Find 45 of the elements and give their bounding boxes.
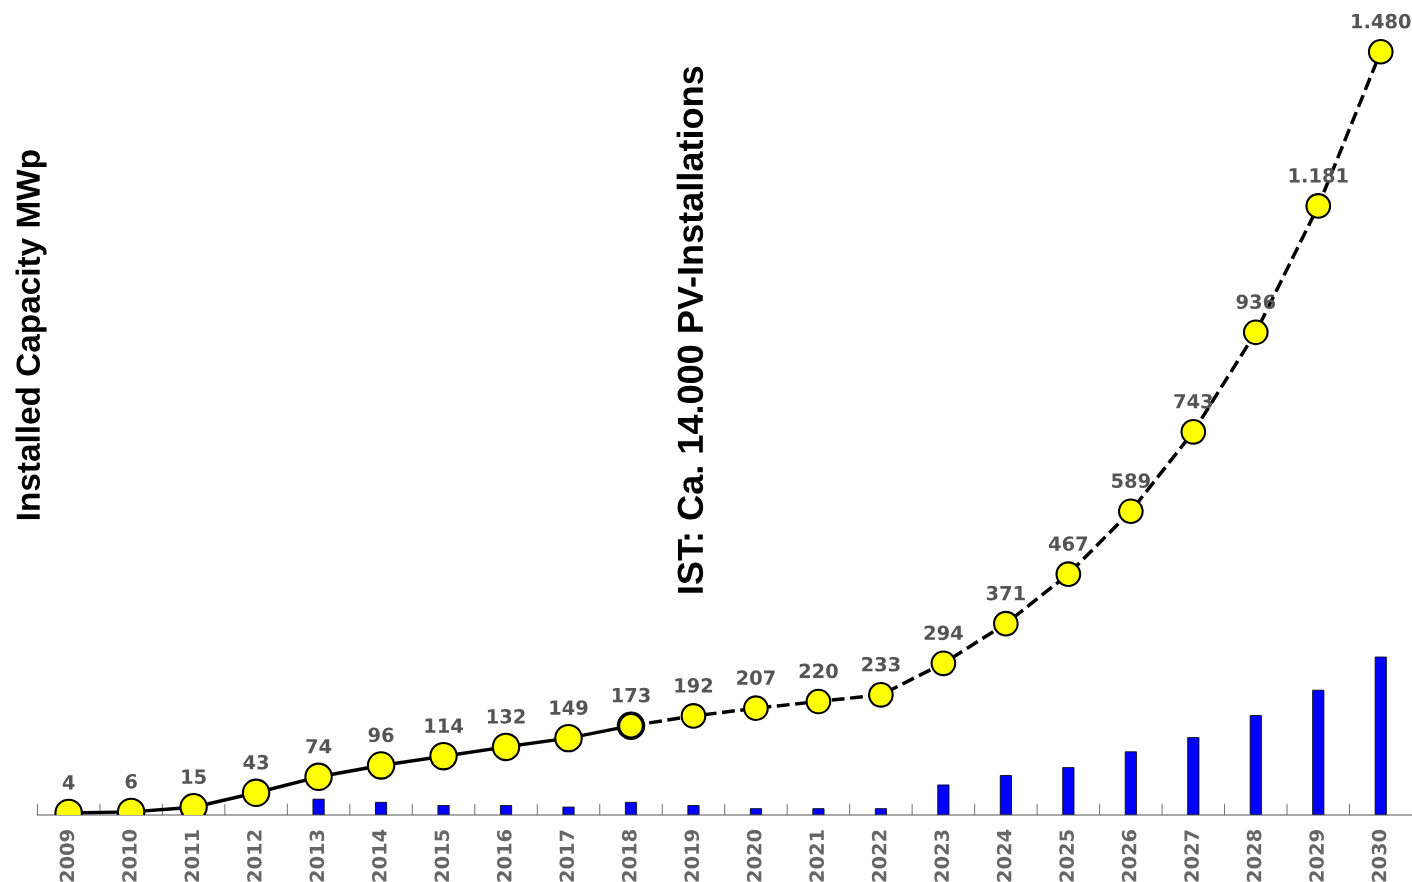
- data-label: 173: [612, 687, 650, 703]
- data-label: 207: [737, 670, 775, 686]
- data-label: 96: [368, 727, 394, 743]
- x-tick-label: 2029: [1309, 830, 1324, 882]
- data-label: 4: [62, 775, 75, 790]
- x-tick-label: 2023: [934, 830, 950, 882]
- x-tick-label: 2013: [309, 830, 325, 882]
- x-tick-label: 2010: [122, 829, 137, 882]
- data-label: 149: [550, 700, 588, 715]
- x-tick-label: 2022: [871, 830, 887, 882]
- data-label: 43: [243, 754, 269, 770]
- data-label: 132: [487, 708, 525, 724]
- data-label: 192: [675, 678, 713, 693]
- x-tick-label: 2026: [1121, 829, 1137, 882]
- x-tick-label: 2024: [996, 829, 1012, 882]
- x-tick-label: 2020: [746, 829, 762, 882]
- x-tick-label: 2021: [809, 830, 825, 882]
- data-label: 233: [862, 656, 900, 672]
- x-tick-label: 2027: [1184, 830, 1199, 882]
- data-label: 74: [306, 739, 332, 754]
- x-tick-label: 2009: [59, 830, 75, 882]
- data-label: 467: [1048, 536, 1088, 551]
- y-axis-title: Installed Capacity MWp: [15, 150, 47, 520]
- data-label: 1.480: [1352, 13, 1411, 29]
- x-tick-label: 2015: [434, 830, 450, 882]
- x-tick-label: 2018: [621, 830, 637, 882]
- data-label: 743: [1174, 393, 1213, 409]
- data-label: 1.181: [1289, 168, 1348, 183]
- data-label: 114: [425, 718, 463, 733]
- x-tick-label: 2028: [1246, 830, 1262, 882]
- x-tick-label: 2016: [496, 829, 512, 882]
- x-tick-label: 2012: [247, 830, 262, 882]
- data-label: 15: [182, 769, 206, 785]
- data-label: 6: [125, 773, 137, 789]
- x-tick-label: 2025: [1059, 830, 1074, 882]
- x-tick-label: 2014: [372, 829, 387, 882]
- x-tick-label: 2017: [559, 830, 575, 882]
- data-label: 294: [924, 625, 963, 641]
- x-tick-label: 2019: [684, 830, 700, 882]
- data-label: 220: [799, 663, 838, 679]
- data-label: 589: [1112, 473, 1150, 489]
- x-tick-label: 2011: [184, 830, 200, 882]
- data-label: 371: [986, 585, 1025, 601]
- x-tick-label: 2030: [1371, 829, 1387, 882]
- annotation: IST: Ca. 14.000 PV-Installations: [676, 66, 704, 593]
